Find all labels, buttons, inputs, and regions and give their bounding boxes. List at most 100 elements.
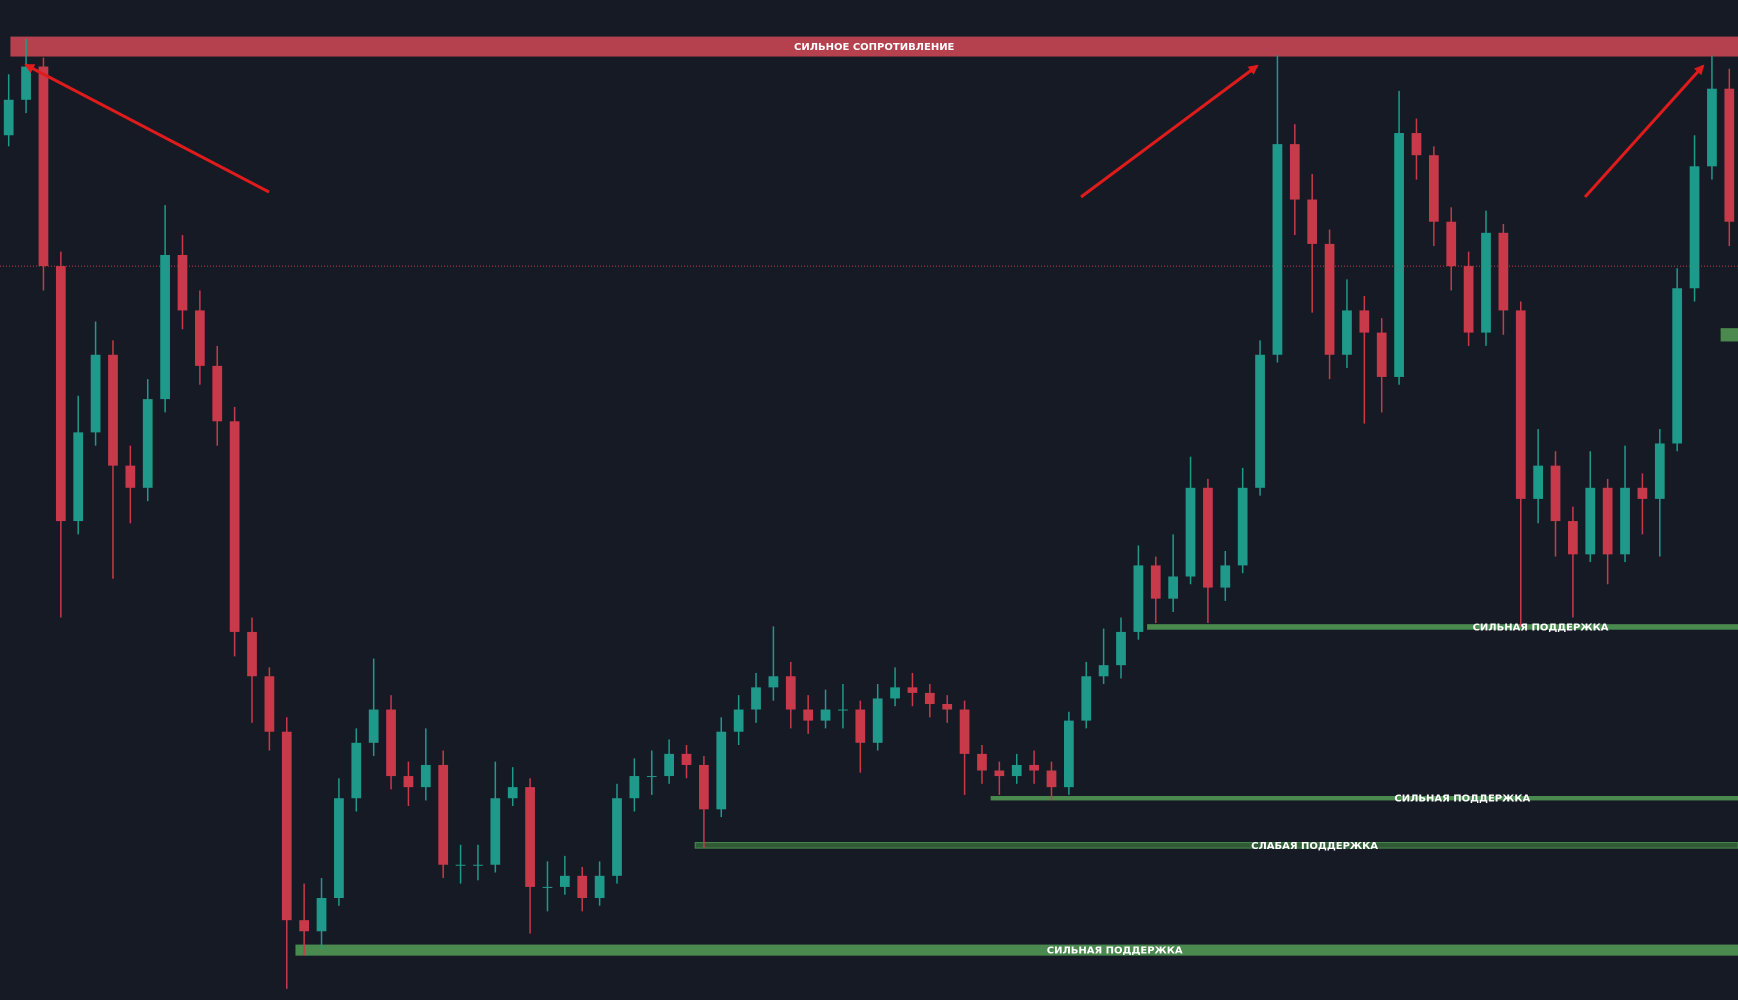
candle-body (1133, 565, 1144, 632)
candle-body (1203, 487, 1213, 588)
zones (0, 36, 1738, 956)
candle-body (577, 875, 588, 899)
candle-body (403, 776, 414, 788)
candle-body (542, 886, 553, 888)
zone-label: СИЛЬНАЯ ПОДДЕРЖКА (1473, 622, 1609, 633)
candle-body (1272, 144, 1283, 355)
candle-body (820, 709, 831, 721)
candle-body (1081, 676, 1092, 721)
zone-label: СЛАБАЯ ПОДДЕРЖКА (1251, 841, 1378, 852)
candle-body (38, 66, 49, 267)
candle-body (1446, 221, 1457, 267)
zone (295, 944, 1738, 956)
candle-body (1481, 232, 1491, 333)
candle-body (160, 254, 170, 400)
candle-body (942, 703, 953, 710)
candle-body (1220, 565, 1231, 588)
candle-body (890, 687, 900, 699)
candle-body (1568, 521, 1578, 555)
zone (1720, 328, 1738, 342)
candle-body (195, 310, 205, 366)
candle-body (1498, 232, 1509, 311)
candle-body (1342, 310, 1352, 355)
candle-body (1185, 487, 1196, 577)
candle-body (664, 753, 674, 777)
candle-body (1098, 665, 1109, 677)
candle-body (3, 99, 14, 136)
candle-body (594, 875, 605, 899)
candle-body (1046, 770, 1057, 788)
candle-body (21, 66, 31, 100)
arrow (24, 63, 270, 194)
candle-body (212, 365, 223, 422)
candle-body (838, 709, 848, 711)
zone (1147, 624, 1738, 630)
candle-body (281, 731, 292, 921)
candle-body (1411, 133, 1422, 156)
candle-body (1011, 764, 1022, 777)
candle-body (490, 798, 501, 865)
candle-body (907, 687, 918, 693)
candle-body (872, 698, 883, 743)
candle-body (1029, 764, 1039, 771)
candle-body (681, 753, 692, 765)
candle-body (1359, 310, 1370, 333)
candle-body (1255, 354, 1265, 488)
candle-body (229, 421, 240, 632)
candle-body (612, 798, 622, 876)
candle-body (1463, 266, 1474, 333)
candle-body (1428, 155, 1439, 222)
candle-body (316, 898, 327, 932)
zone-labels: СИЛЬНОЕ СОПРОТИВЛЕНИЕ СИЛЬНАЯ ПОДДЕРЖКА СИ… (794, 42, 1609, 957)
candle-body (525, 787, 535, 887)
candle-body (1394, 133, 1404, 377)
candle-body (751, 687, 761, 710)
candle-body (977, 753, 987, 771)
candle-body (1376, 332, 1387, 377)
candle-body (73, 432, 84, 522)
candle-body (1150, 565, 1161, 599)
candle-body (125, 465, 136, 488)
candle-body (299, 920, 310, 932)
candle-body (785, 676, 796, 710)
candle-body (247, 631, 257, 677)
candle-body (1307, 199, 1318, 244)
candle-body (733, 709, 744, 732)
candle-body (90, 354, 101, 433)
candle-body (420, 764, 431, 788)
candle-body (1689, 166, 1700, 289)
candle-body (1585, 487, 1596, 555)
zone-label: СИЛЬНОЕ СОПРОТИВЛЕНИЕ (794, 42, 955, 53)
candle-body (1324, 243, 1335, 355)
candle-body (142, 399, 153, 488)
zone (990, 796, 1738, 801)
candle-body (716, 731, 727, 810)
candles (3, 38, 1735, 989)
candle-body (1116, 631, 1126, 666)
candle-body (1637, 487, 1648, 499)
candle-body (1550, 465, 1561, 522)
candle-body (699, 764, 709, 810)
candle-body (1168, 576, 1179, 599)
zone (10, 36, 1738, 57)
candle-body (264, 676, 275, 732)
candle-body (924, 692, 935, 704)
candle-body (1515, 310, 1526, 499)
candle-body (1237, 487, 1248, 566)
candle-body (108, 354, 118, 466)
candle-body (1064, 720, 1074, 788)
candle-body (507, 787, 518, 799)
candle-body (368, 709, 379, 743)
candle-body (1602, 487, 1613, 555)
arrows (24, 63, 1705, 199)
candle-body (1533, 465, 1543, 499)
zone-label: СИЛЬНАЯ ПОДДЕРЖКА (1394, 794, 1530, 805)
zone-label: СИЛЬНАЯ ПОДДЕРЖКА (1047, 946, 1183, 957)
candle-body (855, 709, 866, 743)
candle-body (1620, 487, 1630, 555)
candle-body (803, 709, 814, 721)
candle-body (629, 776, 640, 799)
candle-body (1707, 88, 1717, 167)
candle-body (646, 776, 657, 778)
